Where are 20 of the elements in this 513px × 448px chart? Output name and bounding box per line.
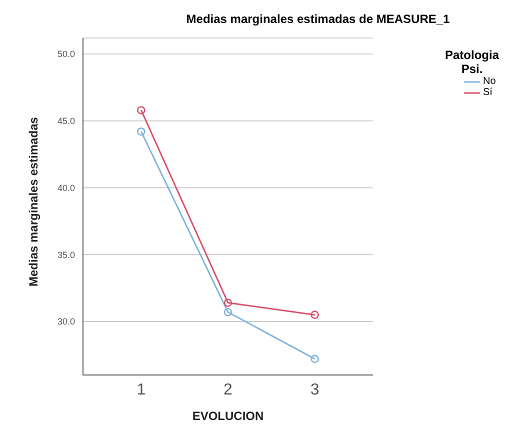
point [137,127,146,136]
chart-title: Medias marginales estimadas de MEASURE_1 [185,12,451,26]
y-tick-label: 35.0 [57,250,75,260]
y-tick-label: 40.0 [57,182,75,193]
x-tick-label: 3 [310,381,320,398]
legend-label: No [483,76,497,87]
y-tick-label: 30.0 [57,316,75,327]
point [224,308,232,316]
x-axis-title: EVOLUCION [192,409,264,423]
legend-title: Patologia Psi. [444,48,500,76]
point [137,106,146,114]
x-tick-label: 1 [136,381,146,398]
y-tick-label: 45.0 [57,116,75,126]
point [224,298,232,307]
y-tick-label: 50.0 [57,49,75,60]
y-axis-title: Medias marginales estimadas [26,116,40,286]
legend-label: Sí [483,87,494,98]
x-tick-label: 2 [224,381,233,398]
point [310,354,319,364]
point [310,310,319,319]
